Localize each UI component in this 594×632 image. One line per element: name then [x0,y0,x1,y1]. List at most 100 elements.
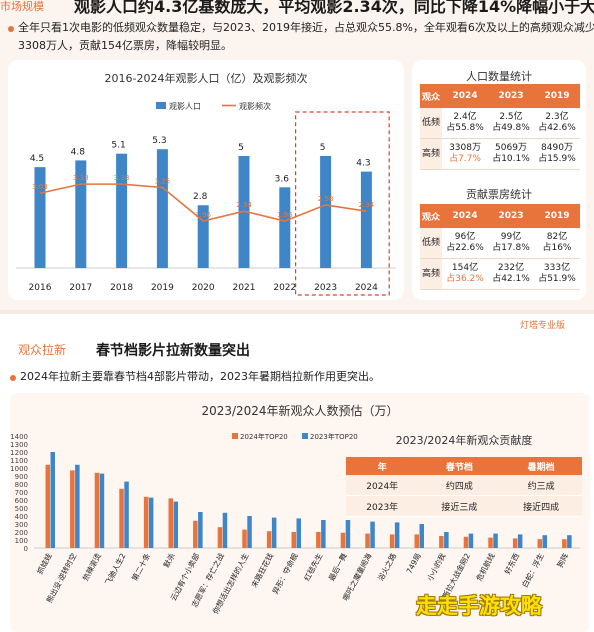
contribution-title: 2023/2024年新观众贡献度 [395,434,533,447]
point-label-frequency: 3.25 [155,178,171,186]
bar-2024 [193,520,198,548]
bar-population [34,167,46,268]
row-label: 低频 [420,228,443,259]
bar-2023 [370,521,375,548]
legend-label-2024: 2024年TOP20 [240,432,288,441]
legend-label-population: 观影人口 [169,101,201,111]
bar-label-population: 4.3 [356,159,370,169]
cell-value: 5069万 [495,143,527,153]
point-label-frequency: 3.38 [73,174,89,182]
cell-share: 占42.1% [492,274,530,284]
contribution-table: 年春节档 暑期档 2024年 约四成 约三成 2023年 接近三成 接近四成 [346,457,582,517]
bar-2023 [99,473,105,548]
table-header-cell: 2019 [534,84,580,108]
point-label-frequency: 1.96 [277,211,293,219]
chart-title-new-audience: 2023/2024年新观众人数预估（万） [201,404,399,418]
boxoffice-stats-title: 贡献票房统计 [466,188,532,201]
x-tick-label: 热辣滚烫 [80,551,103,583]
cell-share: 占42.6% [538,123,576,133]
bar-2024 [340,532,346,548]
bar-2024 [439,536,444,548]
table-cell: 232亿 占42.1% [488,258,534,290]
bar-2024 [365,533,370,548]
cell-value: 8490万 [541,143,573,153]
bar-2023 [75,464,80,548]
table-cell: 2.3亿 占42.6% [534,108,580,139]
y-tick-label: 1100 [10,457,28,465]
table-cell: 接近四成 [500,495,582,517]
cell-share: 占49.8% [492,123,530,133]
bar-2023 [567,535,572,548]
y-tick-label: 100 [15,537,28,545]
x-tick-label: 2018 [110,283,133,293]
cell-share: 占15.9% [538,154,576,164]
bar-2024 [143,496,149,548]
bar-2024 [488,537,493,548]
x-tick-label: 2022 [273,283,296,293]
y-tick-label: 1200 [10,449,28,457]
cell-value: 2.3亿 [545,112,569,122]
table-cell: 154亿 占36.2% [442,258,489,290]
bar-2023 [345,520,351,548]
x-tick-label: 抓娃娃 [34,551,54,576]
bar-label-population: 3.6 [275,174,290,184]
x-tick-label: 危机航线 [474,551,497,583]
table-cell: 2024年 [346,475,419,496]
cell-share: 占10.1% [492,154,530,164]
x-tick-label: 2023 [314,283,337,293]
y-tick-label: 500 [15,505,28,513]
bar-2024 [45,464,50,548]
bar-2024 [512,538,518,548]
point-label-frequency: 2.34 [359,201,375,209]
bar-label-population: 5.3 [152,136,166,146]
y-tick-label: 1400 [10,433,28,441]
table-cell: 2.5亿 占49.8% [488,108,534,139]
bar-2023 [517,534,523,548]
section-bullet: 2024年拉新主要靠春节档4部影片带动，2023年暑期档拉新作用更突出。 [20,370,380,383]
table-header-cell: 观众 [420,204,443,228]
cell-value: 333亿 [543,263,571,273]
bar-label-population: 5 [238,143,244,153]
bar-label-population: 5.1 [111,141,125,151]
bar-2024 [389,534,395,548]
table-header-cell: 2024 [442,204,489,228]
table-row: 高频 154亿 占36.2% 232亿 占42.1% 333亿 占51.9% [420,258,580,290]
y-tick-label: 200 [15,529,28,537]
table-cell: 约四成 [418,475,501,496]
cell-share: 占36.2% [446,274,484,284]
cell-value: 99亿 [500,232,522,242]
y-tick-label: 1000 [10,465,28,473]
table-header-cell: 2019 [534,204,580,228]
watermark: 走走手游攻略 [416,594,542,618]
y-tick-label: 800 [15,481,28,489]
population-stats-title: 人口数量统计 [466,70,532,83]
table-cell: 96亿 占22.6% [442,228,489,259]
cell-value: 82亿 [546,232,568,242]
row-label: 高频 [420,138,443,170]
point-label-frequency: 3.38 [114,174,130,182]
bar-2024 [94,472,100,548]
table-row: 高频 3308万 占7.7% 5069万 占10.1% 8490万 占15.9% [420,138,580,170]
bar-2024 [562,539,567,548]
highlight-box [295,111,390,296]
section-divider [0,310,594,314]
legend-label-frequency: 观影频次 [239,101,271,111]
bullet-dot [8,26,14,32]
point-label-frequency: 1.96 [195,211,211,219]
cell-value: 232亿 [497,263,525,273]
bar-2024 [463,536,469,548]
bar-population [75,160,87,268]
bar-label-population: 4.8 [71,147,86,157]
bar-2023 [296,518,301,548]
cell-share: 占51.9% [538,274,576,284]
table-header-cell: 年 [346,457,419,475]
x-tick-label: 红毯先生 [301,551,324,583]
bar-2024 [537,539,542,548]
bar-population [197,205,209,268]
x-tick-label: 默杀 [161,551,177,569]
bar-2023 [321,520,326,548]
chart-title-population: 2016-2024年观影人口（亿）及观影频次 [104,72,308,85]
frequency-line [39,183,367,222]
table-cell: 2023年 [346,495,419,517]
section-headline: 春节档影片拉新数量突出 [96,343,250,359]
